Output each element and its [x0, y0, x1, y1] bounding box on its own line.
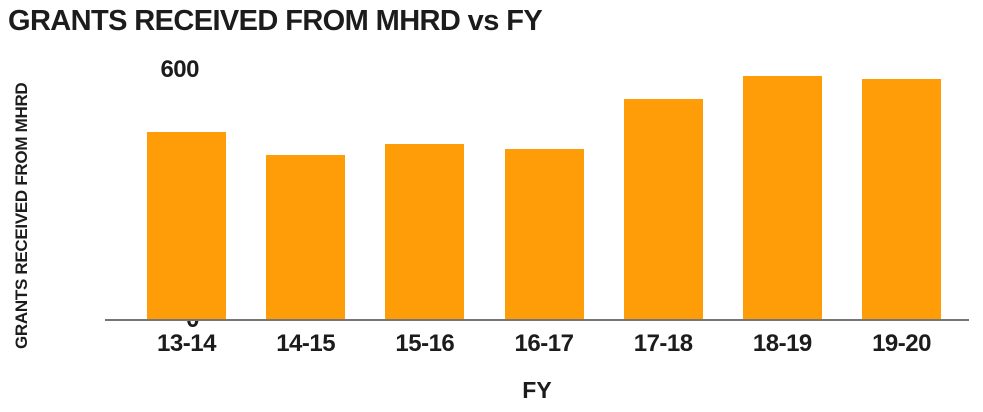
bar-15-16: [385, 143, 465, 319]
x-tick-label: 19-20: [872, 330, 931, 357]
x-axis-title: FY: [522, 377, 552, 403]
x-tick-label: 16-17: [514, 330, 574, 357]
x-tick-label: 18-19: [752, 330, 812, 357]
x-axis-line: [105, 319, 969, 321]
chart-title: GRANTS RECEIVED FROM MHRD vs FY: [8, 5, 543, 37]
bar-17-18: [623, 99, 703, 319]
plot-area: 0200400600 13-1414-1515-1616-1717-1818-1…: [105, 0, 969, 412]
x-tick-label: 15-16: [395, 330, 455, 357]
bar-18-19: [742, 75, 822, 319]
bar-16-17: [504, 149, 584, 319]
bar-19-20: [862, 79, 942, 319]
bar-13-14: [147, 132, 226, 319]
x-tick-label: 14-15: [276, 330, 336, 357]
y-axis-title: GRANTS RECEIVED FROM MHRD: [12, 82, 31, 349]
x-tick-label: 13-14: [157, 330, 216, 357]
bar-14-15: [266, 154, 346, 319]
y-tick-label: 600: [160, 56, 199, 83]
x-tick-label: 17-18: [633, 330, 693, 357]
